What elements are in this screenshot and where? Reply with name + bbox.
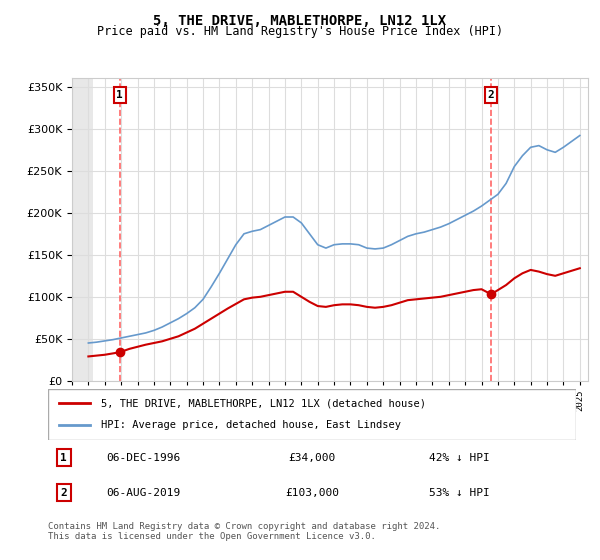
Text: 06-DEC-1996: 06-DEC-1996	[106, 453, 180, 463]
Text: 2: 2	[61, 488, 67, 498]
Text: £103,000: £103,000	[285, 488, 339, 498]
Text: 1: 1	[61, 453, 67, 463]
Text: £34,000: £34,000	[289, 453, 335, 463]
Text: 5, THE DRIVE, MABLETHORPE, LN12 1LX: 5, THE DRIVE, MABLETHORPE, LN12 1LX	[154, 14, 446, 28]
Text: Price paid vs. HM Land Registry's House Price Index (HPI): Price paid vs. HM Land Registry's House …	[97, 25, 503, 38]
Text: 42% ↓ HPI: 42% ↓ HPI	[430, 453, 490, 463]
Text: 5, THE DRIVE, MABLETHORPE, LN12 1LX (detached house): 5, THE DRIVE, MABLETHORPE, LN12 1LX (det…	[101, 398, 426, 408]
Text: Contains HM Land Registry data © Crown copyright and database right 2024.
This d: Contains HM Land Registry data © Crown c…	[48, 522, 440, 542]
Text: 06-AUG-2019: 06-AUG-2019	[106, 488, 180, 498]
Text: 53% ↓ HPI: 53% ↓ HPI	[430, 488, 490, 498]
Text: HPI: Average price, detached house, East Lindsey: HPI: Average price, detached house, East…	[101, 421, 401, 431]
FancyBboxPatch shape	[48, 389, 576, 440]
Text: 2: 2	[488, 90, 494, 100]
Bar	[72, 78, 93, 381]
Text: 1: 1	[116, 90, 123, 100]
